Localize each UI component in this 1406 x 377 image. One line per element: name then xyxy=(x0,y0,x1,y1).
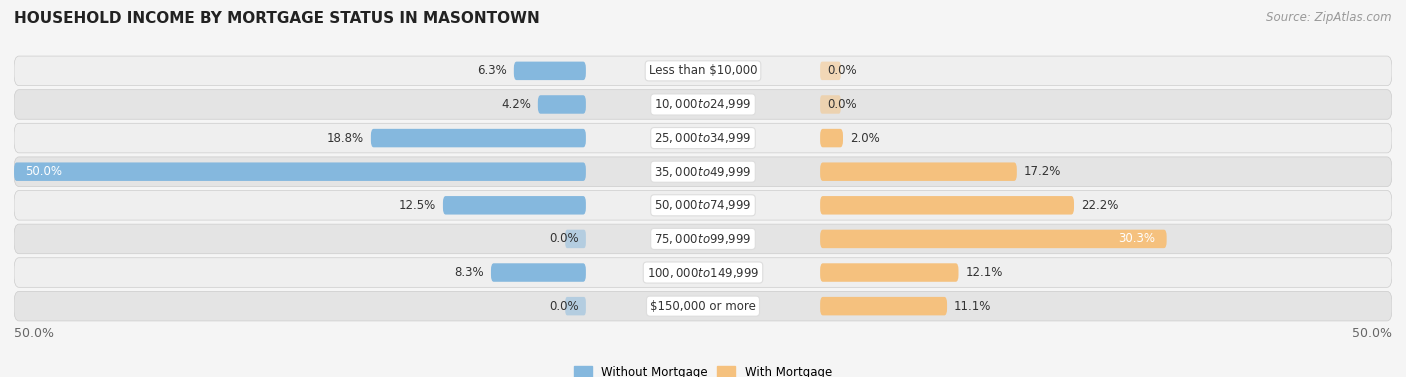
FancyBboxPatch shape xyxy=(14,123,1392,153)
FancyBboxPatch shape xyxy=(443,196,586,215)
FancyBboxPatch shape xyxy=(820,263,959,282)
Text: $25,000 to $34,999: $25,000 to $34,999 xyxy=(654,131,752,145)
FancyBboxPatch shape xyxy=(14,157,1392,187)
Text: 6.3%: 6.3% xyxy=(477,64,508,77)
Text: HOUSEHOLD INCOME BY MORTGAGE STATUS IN MASONTOWN: HOUSEHOLD INCOME BY MORTGAGE STATUS IN M… xyxy=(14,11,540,26)
FancyBboxPatch shape xyxy=(14,291,1392,321)
Text: $35,000 to $49,999: $35,000 to $49,999 xyxy=(654,165,752,179)
FancyBboxPatch shape xyxy=(820,61,841,80)
FancyBboxPatch shape xyxy=(565,230,586,248)
FancyBboxPatch shape xyxy=(14,224,1392,254)
Text: $50,000 to $74,999: $50,000 to $74,999 xyxy=(654,198,752,212)
FancyBboxPatch shape xyxy=(14,258,1392,287)
Text: 8.3%: 8.3% xyxy=(454,266,484,279)
FancyBboxPatch shape xyxy=(371,129,586,147)
Text: 17.2%: 17.2% xyxy=(1024,165,1062,178)
FancyBboxPatch shape xyxy=(14,90,1392,119)
Text: 12.5%: 12.5% xyxy=(399,199,436,212)
Legend: Without Mortgage, With Mortgage: Without Mortgage, With Mortgage xyxy=(569,361,837,377)
FancyBboxPatch shape xyxy=(538,95,586,114)
FancyBboxPatch shape xyxy=(14,162,586,181)
Text: 18.8%: 18.8% xyxy=(326,132,364,145)
Text: $100,000 to $149,999: $100,000 to $149,999 xyxy=(647,265,759,279)
FancyBboxPatch shape xyxy=(491,263,586,282)
Text: Less than $10,000: Less than $10,000 xyxy=(648,64,758,77)
Text: 0.0%: 0.0% xyxy=(827,64,856,77)
FancyBboxPatch shape xyxy=(14,190,1392,220)
Text: 0.0%: 0.0% xyxy=(550,300,579,313)
Text: 30.3%: 30.3% xyxy=(1119,232,1156,245)
FancyBboxPatch shape xyxy=(820,297,948,316)
FancyBboxPatch shape xyxy=(820,95,841,114)
Text: $75,000 to $99,999: $75,000 to $99,999 xyxy=(654,232,752,246)
Text: 0.0%: 0.0% xyxy=(827,98,856,111)
Text: 11.1%: 11.1% xyxy=(953,300,991,313)
Text: 22.2%: 22.2% xyxy=(1081,199,1118,212)
Text: 50.0%: 50.0% xyxy=(25,165,62,178)
FancyBboxPatch shape xyxy=(820,196,1074,215)
Text: 50.0%: 50.0% xyxy=(14,327,53,340)
Text: Source: ZipAtlas.com: Source: ZipAtlas.com xyxy=(1267,11,1392,24)
Text: $10,000 to $24,999: $10,000 to $24,999 xyxy=(654,98,752,112)
FancyBboxPatch shape xyxy=(14,56,1392,86)
FancyBboxPatch shape xyxy=(820,129,844,147)
FancyBboxPatch shape xyxy=(820,230,1167,248)
Text: 0.0%: 0.0% xyxy=(550,232,579,245)
Text: 4.2%: 4.2% xyxy=(501,98,531,111)
FancyBboxPatch shape xyxy=(820,162,1017,181)
Text: 2.0%: 2.0% xyxy=(849,132,880,145)
Text: $150,000 or more: $150,000 or more xyxy=(650,300,756,313)
FancyBboxPatch shape xyxy=(513,61,586,80)
FancyBboxPatch shape xyxy=(565,297,586,316)
Text: 50.0%: 50.0% xyxy=(1353,327,1392,340)
Text: 12.1%: 12.1% xyxy=(966,266,1002,279)
